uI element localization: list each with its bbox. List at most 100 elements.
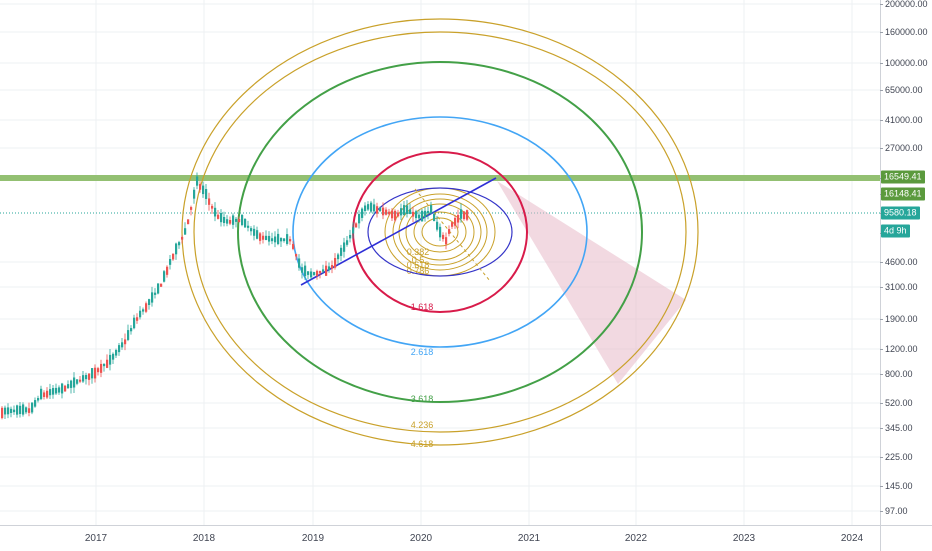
candle-body [187,219,190,225]
fib-circle [292,116,588,348]
candle-body [142,309,145,312]
candle-body [175,243,178,255]
candle-body [388,211,391,215]
time-axis[interactable]: 2017 2018 2019 2020 2021 2022 2023 2024 [0,525,880,551]
price-tick-label: 65000.00 [880,85,923,95]
fib-diagonal [414,188,491,282]
candle-body [343,242,346,252]
candle-body [397,212,400,217]
time-tick-label: 2018 [192,533,216,544]
candle-body [391,210,394,219]
candle-body [379,207,382,212]
candle-body [367,204,370,210]
time-tick-label: 2019 [301,533,325,544]
candle-body [16,405,19,415]
candle-body [67,384,70,389]
candle-body [280,237,283,242]
candle-body [268,235,271,242]
candle-body [331,265,334,269]
candle-body [466,210,469,220]
candle-body [217,214,220,219]
candle-body [58,387,61,393]
candle-body [373,204,376,212]
candle-body [271,238,274,242]
candle-body [7,407,10,415]
fib-circle [237,61,643,403]
candle-body [118,345,121,353]
candle-body [79,379,82,382]
candle-body [55,387,58,394]
horizontal-level-16549 [0,175,880,181]
candle-body [88,373,91,380]
candle-body [28,408,31,413]
candle-body [232,215,235,225]
candle-body [424,210,427,218]
price-tick-label: 97.00 [880,506,908,516]
candle-body [46,390,49,398]
fib-circle [193,31,687,433]
trend-line [300,177,497,286]
price-tick-label: 4600.00 [880,257,918,267]
candle-body [64,385,67,392]
candle-body [37,398,40,401]
candle-body [205,189,208,199]
candle-body [283,238,286,242]
candle-body [289,239,292,242]
candle-body [346,240,349,245]
candle-body [97,368,100,373]
candle-body [91,368,94,379]
candle-body [145,303,148,312]
chart-pane[interactable]: 0.382 0.5 0.618 0.786 1.618 2.618 3.618 4.236 4.… [0,0,880,525]
candle-body [358,214,361,224]
candle-body [112,353,115,360]
fib-circle-label: 2.618 [411,347,434,357]
candle-body [328,266,331,271]
candle-body [124,339,127,345]
candle-body [25,407,28,413]
candle-body [430,205,433,214]
candle-body [31,402,34,413]
candle-body [247,225,250,228]
candle-body [1,407,4,419]
price-tick-label: 145.00 [880,481,913,491]
price-axis[interactable]: 200000.00 160000.00 100000.00 65000.00 41000… [879,0,932,525]
candle-body [61,383,64,394]
candle-body [100,363,103,373]
candle-body [463,211,466,220]
candle-body [412,211,415,217]
candle-body [226,219,229,224]
price-tick-label: 200000.00 [880,0,928,9]
candle-body [94,367,97,379]
candle-body [127,330,130,340]
candle-body [166,266,169,275]
fib-circle [405,203,475,261]
candle-body [229,219,232,224]
candle-body [277,233,280,245]
candle-body [190,207,193,210]
candle-body [136,317,139,321]
candle-body [451,222,454,227]
candle-body [76,379,79,384]
candle-body [163,271,166,282]
candle-body [418,214,421,219]
candle-body [250,228,253,232]
price-tick-label: 225.00 [880,452,913,462]
fib-circle [367,187,513,277]
fib-circle-label: 1.618 [411,302,434,312]
candle-body [214,207,217,217]
candle-body [316,270,319,276]
candle-body [265,235,268,240]
candle-body [304,265,307,277]
candle-body [103,363,106,367]
candle-body [199,184,202,190]
candle-body [34,400,37,407]
candle-body [73,377,76,388]
fib-circle [413,211,467,253]
candle-body [313,272,316,276]
price-tick-label: 3100.00 [880,282,918,292]
candle-body [172,253,175,260]
candle-body [22,404,25,415]
candle-body [253,228,256,236]
candle-body [181,236,184,240]
